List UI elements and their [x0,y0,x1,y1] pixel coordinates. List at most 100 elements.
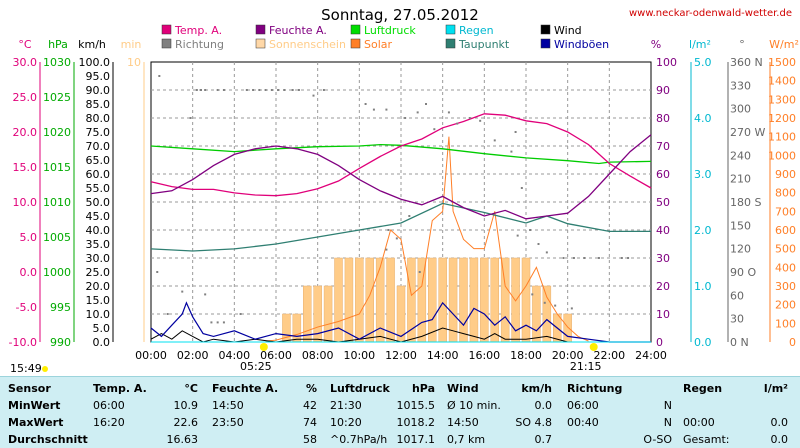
tick-label: 50.0 [86,196,111,209]
legend-swatch [445,24,456,35]
tick-label: 90 O [730,266,756,279]
tick-label: 900 [775,168,796,181]
tick-label: 400 [775,261,796,274]
sunshine-bar [480,257,489,343]
tick-label: 0 [789,336,796,349]
tick-label: 40 [656,224,670,237]
richtung-point [627,257,630,259]
stats-header-cell: Wind [447,382,479,395]
tick-label: 45.0 [86,210,111,223]
tick-label: 700 [775,205,796,218]
richtung-point [245,89,248,91]
tick-label: 330 [730,79,751,92]
richtung-point [158,75,161,77]
richtung-point [166,313,169,315]
daylength-marker [42,366,48,372]
tick-label: 10 [656,308,670,321]
richtung-point [364,103,367,105]
tick-label: -5.0 [16,301,37,314]
tick-label: 100 [775,317,796,330]
richtung-point [385,248,388,251]
stats-row: MinWert 06:00 10.9 14:50 42 21:30 1015.5 Ø 10 m… [0,399,800,414]
tick-label: 240 [730,149,751,162]
stats-cell: Gesamt: [683,433,730,446]
stats-header-cell: °C [184,382,198,395]
tick-label: 25.0 [86,266,111,279]
unit-label: ° [739,38,745,51]
tick-label: 5.0 [93,322,111,335]
richtung-point [322,89,325,91]
legend-label: Taupunkt [458,38,510,51]
x-tick-label: 12:00 [385,349,417,362]
stats-cell: 06:00 [93,399,125,412]
tick-label: 3.0 [694,168,712,181]
tick-label: 55.0 [86,182,111,195]
unit-label: l/m² [689,38,711,51]
stats-row: MaxWert 16:20 22.6 23:50 74 10:20 1018.2 14:50 S… [0,416,800,431]
tick-label: 80.0 [86,112,111,125]
tick-label: 30 [656,252,670,265]
daylength-label: 15:49 [10,362,42,375]
richtung-point [408,215,411,217]
stats-cell: O-SO [643,433,672,446]
richtung-point [270,89,273,91]
tick-label: 65.0 [86,154,111,167]
tick-label: 80 [656,112,670,125]
tick-label: 20 [656,280,670,293]
tick-label: 75.0 [86,126,111,139]
sunshine-bar [469,257,479,343]
stats-cell: 58 [303,433,317,446]
richtung-point [520,187,523,189]
stats-cell: Ø 10 min. [447,399,501,412]
tick-label: 40.0 [86,224,111,237]
stats-cell: 0.7 [534,433,553,446]
legend-label: Richtung [175,38,224,51]
tick-label: -10.0 [9,336,37,349]
tick-label: 360 N [730,56,763,69]
stats-table: Sensor Temp. A. °C Feuchte A.% Luftdruck hPa W… [0,376,800,448]
tick-label: 10.0 [13,196,38,209]
legend-label: Feuchte A. [269,24,327,37]
series-line-windben [150,301,651,343]
stats-cell: 0.0 [770,433,789,446]
stats-cell: 74 [303,416,317,429]
stats-header-cell: hPa [411,382,435,395]
tick-label: 85.0 [86,98,111,111]
sunrise-marker [259,343,268,351]
richtung-point [210,321,213,324]
x-tick-label: 02:00 [177,349,209,362]
sunshine-bar [303,285,312,343]
tick-label: 20.0 [86,280,111,293]
legend-label: Regen [459,24,494,37]
x-tick-label: 18:00 [510,349,542,362]
series-line-taupunkt [150,202,651,252]
x-tick-label: 16:00 [468,349,500,362]
tick-label: 10 [127,56,141,69]
unit-label: km/h [78,38,106,51]
richtung-point [252,89,255,91]
richtung-point [597,257,600,259]
stats-header-cell: Sensor [8,382,51,395]
sunshine-bar [428,257,437,343]
chart-title: Sonntag, 27.05.2012 [321,6,479,24]
richtung-point [531,293,534,296]
richtung-point [216,321,219,324]
tick-label: 50 [656,196,670,209]
richtung-point [297,89,300,91]
tick-label: 70.0 [86,140,111,153]
x-tick-label: 10:00 [343,349,375,362]
tick-label: 90.0 [86,84,111,97]
tick-label: 1500 [768,56,796,69]
axis-ticks: 30.025.020.015.010.05.00.0-5.0-10.010301… [9,56,796,362]
richtung-point [416,111,419,114]
tick-label: 0 [656,336,663,349]
unit-label: °C [18,38,32,51]
stats-header-cell: km/h [521,382,552,395]
sunshine-bar [386,257,395,343]
legend-swatch [161,38,172,49]
sunshine-bar [323,285,333,343]
richtung-point [181,290,184,293]
richtung-point [216,89,219,91]
stats-cell: ^0.7hPa/h [330,433,388,446]
stats-cell: N [663,399,672,412]
